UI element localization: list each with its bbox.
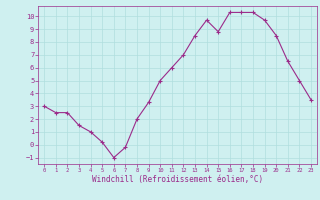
X-axis label: Windchill (Refroidissement éolien,°C): Windchill (Refroidissement éolien,°C): [92, 175, 263, 184]
